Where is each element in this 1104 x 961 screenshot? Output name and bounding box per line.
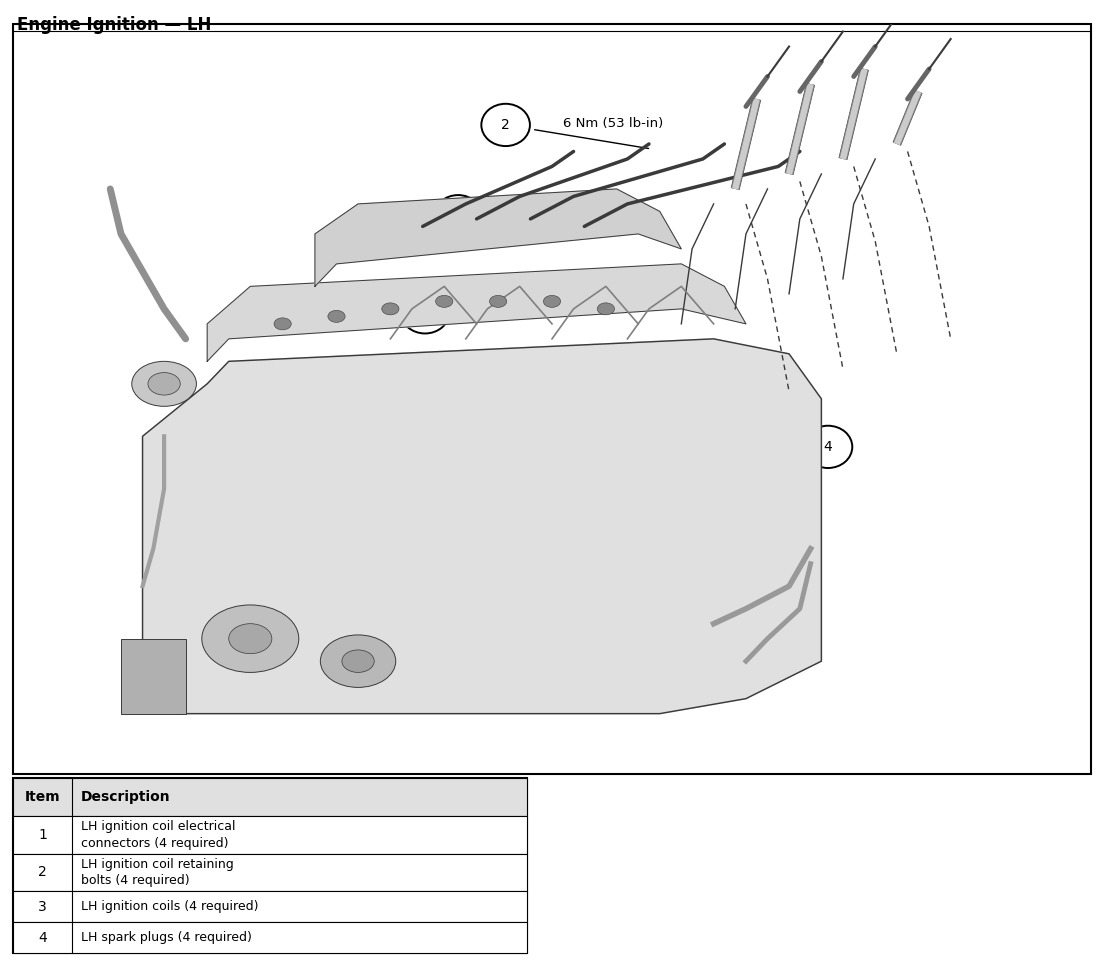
Text: LH ignition coil electrical
connectors (4 required): LH ignition coil electrical connectors (… xyxy=(81,820,235,850)
Text: 3: 3 xyxy=(421,306,429,319)
Circle shape xyxy=(148,373,180,395)
FancyBboxPatch shape xyxy=(121,639,185,714)
Text: Description: Description xyxy=(81,790,171,804)
FancyBboxPatch shape xyxy=(13,778,527,816)
Text: 6 Nm (53 lb-in): 6 Nm (53 lb-in) xyxy=(563,116,664,130)
Circle shape xyxy=(543,295,561,308)
Text: Item: Item xyxy=(25,790,61,804)
Circle shape xyxy=(131,361,197,407)
Text: 2: 2 xyxy=(501,118,510,132)
Text: 1: 1 xyxy=(39,827,47,842)
Circle shape xyxy=(342,650,374,673)
Circle shape xyxy=(436,295,453,308)
FancyBboxPatch shape xyxy=(13,816,527,853)
FancyBboxPatch shape xyxy=(13,853,527,891)
Circle shape xyxy=(274,318,291,330)
Text: 2: 2 xyxy=(39,865,47,879)
Polygon shape xyxy=(315,189,681,286)
Circle shape xyxy=(434,195,482,237)
FancyBboxPatch shape xyxy=(13,923,527,953)
Text: 4: 4 xyxy=(39,931,47,945)
Circle shape xyxy=(489,295,507,308)
Text: LH spark plugs (4 required): LH spark plugs (4 required) xyxy=(81,931,252,945)
Text: 4: 4 xyxy=(824,440,832,454)
Circle shape xyxy=(202,605,299,673)
Circle shape xyxy=(382,303,399,315)
FancyBboxPatch shape xyxy=(13,891,527,923)
FancyBboxPatch shape xyxy=(13,24,1091,774)
Text: 34 Nm (25 lb-ft): 34 Nm (25 lb-ft) xyxy=(715,395,821,408)
Text: 3: 3 xyxy=(39,899,47,914)
Circle shape xyxy=(229,624,272,653)
Polygon shape xyxy=(142,339,821,714)
Circle shape xyxy=(401,291,449,333)
Circle shape xyxy=(328,310,346,322)
Circle shape xyxy=(481,104,530,146)
FancyBboxPatch shape xyxy=(13,778,527,953)
Text: LH ignition coils (4 required): LH ignition coils (4 required) xyxy=(81,900,258,913)
Circle shape xyxy=(804,426,852,468)
Circle shape xyxy=(320,635,395,687)
Text: Engine Ignition — LH: Engine Ignition — LH xyxy=(17,16,211,35)
Text: 1: 1 xyxy=(454,209,463,223)
Circle shape xyxy=(597,303,615,315)
Text: LH ignition coil retaining
bolts (4 required): LH ignition coil retaining bolts (4 requ… xyxy=(81,857,234,887)
Polygon shape xyxy=(208,264,746,361)
